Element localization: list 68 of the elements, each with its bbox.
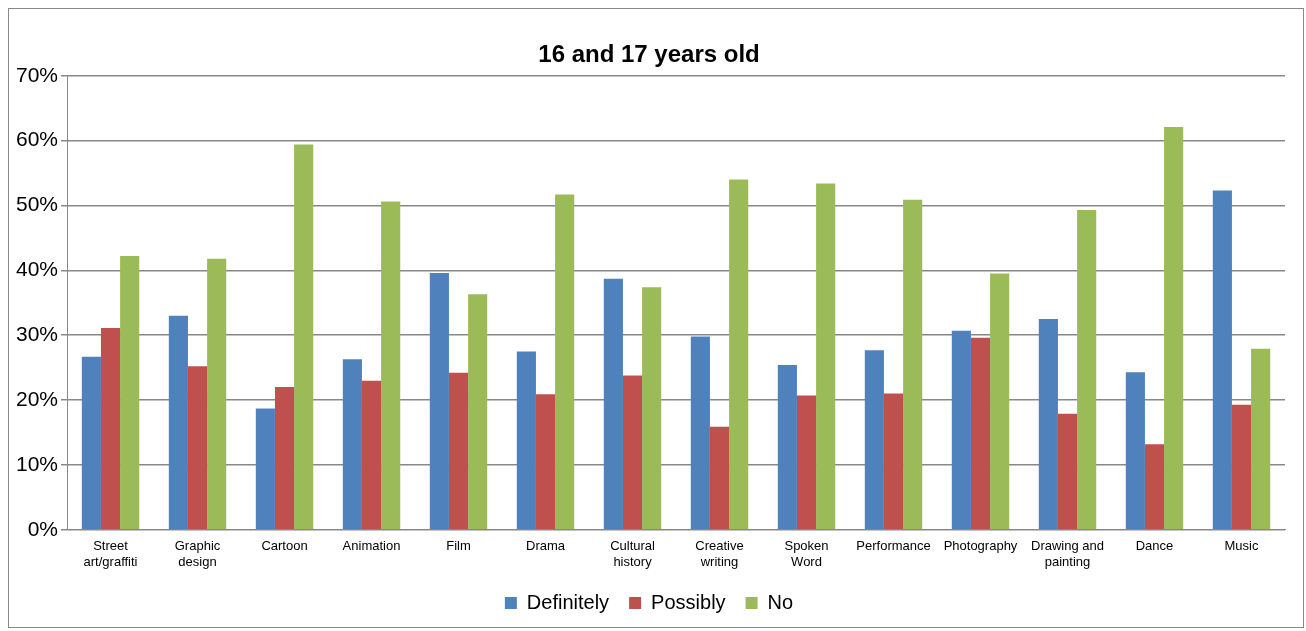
y-tick-label: 20% [16,386,59,410]
x-tick-label: Cartoon [261,538,308,554]
bar [990,273,1010,530]
x-tick-label: Film [446,538,471,554]
bar [429,272,449,530]
bar [255,408,275,530]
bar [1057,413,1078,530]
x-tick-label: Dance [1135,538,1174,554]
bar [970,337,991,530]
bar [951,330,971,530]
bar [729,179,749,530]
bar [690,336,710,530]
bar [555,194,575,530]
x-tick-label: Drama [526,538,566,554]
bar [168,315,188,530]
chart-title: 16 and 17 years old [538,40,760,68]
bar [1077,210,1097,530]
bar [535,394,556,530]
bar [1164,127,1184,530]
bar [294,144,314,530]
bar [81,356,101,530]
x-tick-label: Cultural history [610,538,656,569]
bar [187,366,208,530]
y-tick-label: 70% [16,62,59,86]
bar [1144,444,1165,530]
bar [448,372,469,530]
x-tick-label: Spoken Word [784,538,829,569]
legend-label: Possibly [651,590,726,613]
bar [883,393,904,530]
y-tick-label: 40% [16,257,59,281]
bar [903,199,923,530]
x-tick-label: Photography [943,538,1018,554]
bar [100,328,121,530]
bar [1038,319,1058,530]
bar [120,256,140,530]
bar [622,375,643,530]
x-tick-label: Street art/graffiti [83,538,138,569]
bar [274,387,295,530]
legend-label: No [767,590,794,613]
x-tick-label: Creative writing [695,538,744,569]
bar [777,365,797,530]
bar [864,350,884,530]
y-tick-label: 60% [16,127,59,151]
bar [1231,404,1252,530]
x-tick-label: Animation [342,538,401,554]
x-tick-label: Graphic design [174,538,221,569]
legend-label: Definitely [526,590,610,613]
bar [642,287,662,530]
bar [1251,348,1271,530]
bar [381,201,401,530]
bar [516,351,536,530]
bar [207,258,227,530]
bar [709,426,730,530]
y-tick-label: 10% [16,451,59,475]
bar [796,395,817,530]
bar [816,183,836,530]
x-tick-label: Music [1224,538,1259,554]
bar [603,278,623,530]
x-tick-label: Drawing and painting [1031,538,1105,569]
y-tick-label: 0% [27,516,59,540]
bar [361,380,382,530]
bar [1125,372,1145,530]
bar [342,359,362,530]
bar [1212,190,1232,530]
y-tick-label: 30% [16,322,59,346]
y-tick-label: 50% [16,192,59,216]
bar [468,294,488,530]
x-tick-label: Performance [856,538,931,554]
